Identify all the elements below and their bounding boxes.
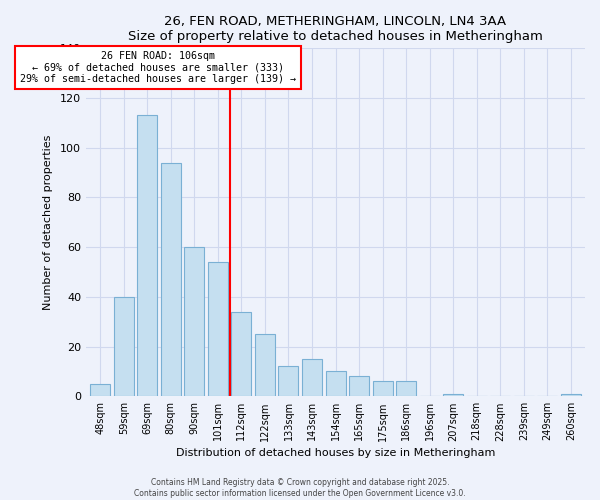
Bar [161, 162, 181, 396]
Bar [302, 359, 322, 397]
X-axis label: Distribution of detached houses by size in Metheringham: Distribution of detached houses by size … [176, 448, 495, 458]
Bar [137, 116, 157, 396]
Bar [208, 262, 228, 396]
Bar [114, 297, 134, 396]
Text: 26 FEN ROAD: 106sqm
← 69% of detached houses are smaller (333)
29% of semi-detac: 26 FEN ROAD: 106sqm ← 69% of detached ho… [20, 51, 296, 84]
Bar [396, 382, 416, 396]
Bar [561, 394, 581, 396]
Bar [326, 372, 346, 396]
Bar [278, 366, 298, 396]
Bar [443, 394, 463, 396]
Bar [373, 382, 392, 396]
Bar [90, 384, 110, 396]
Bar [255, 334, 275, 396]
Bar [349, 376, 369, 396]
Bar [232, 312, 251, 396]
Text: Contains HM Land Registry data © Crown copyright and database right 2025.
Contai: Contains HM Land Registry data © Crown c… [134, 478, 466, 498]
Bar [184, 247, 205, 396]
Y-axis label: Number of detached properties: Number of detached properties [43, 134, 53, 310]
Title: 26, FEN ROAD, METHERINGHAM, LINCOLN, LN4 3AA
Size of property relative to detach: 26, FEN ROAD, METHERINGHAM, LINCOLN, LN4… [128, 15, 543, 43]
